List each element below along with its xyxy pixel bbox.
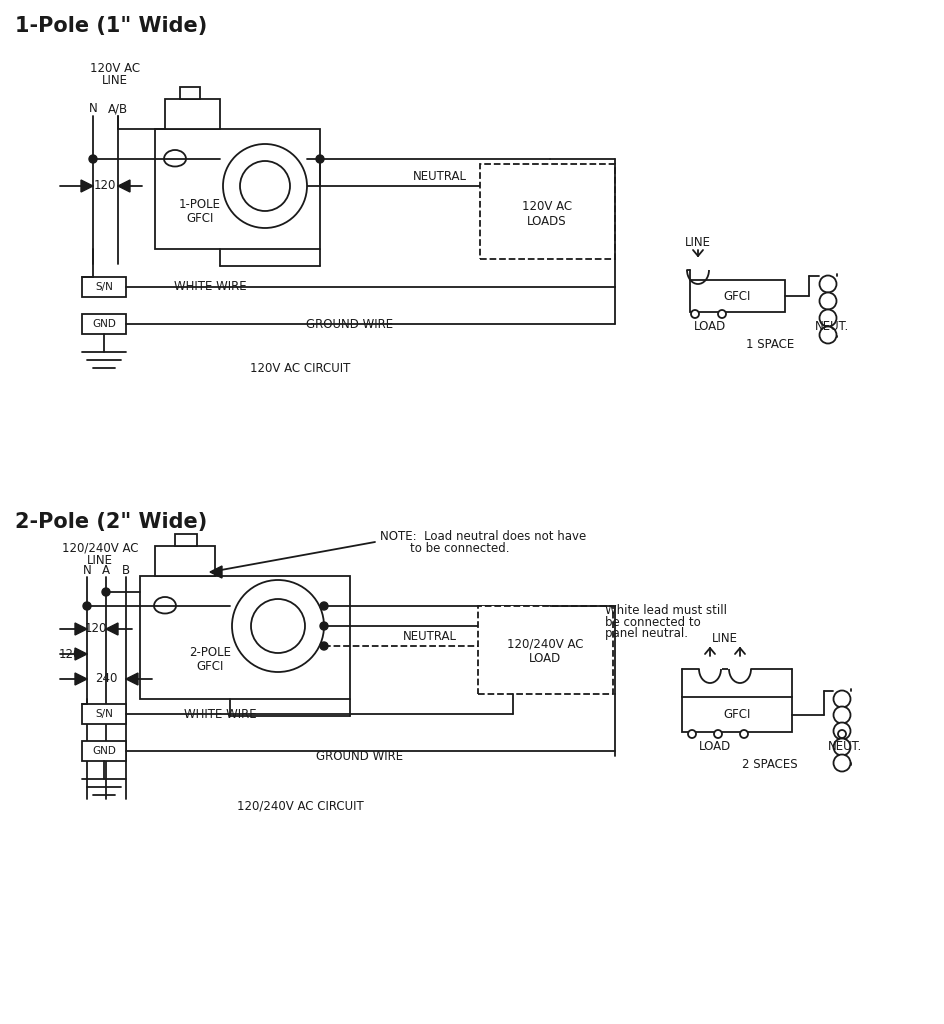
Circle shape: [833, 738, 850, 756]
Bar: [82, 314, 126, 334]
Polygon shape: [75, 623, 87, 635]
Circle shape: [687, 730, 696, 738]
Text: LINE: LINE: [102, 75, 127, 87]
Text: GFCI: GFCI: [186, 212, 213, 224]
Polygon shape: [126, 673, 138, 685]
Text: N: N: [89, 102, 97, 116]
Text: LOAD: LOAD: [693, 319, 725, 333]
Circle shape: [818, 309, 835, 327]
Text: 120/240V AC: 120/240V AC: [506, 638, 582, 650]
Circle shape: [320, 642, 328, 650]
Text: S/N: S/N: [95, 282, 113, 292]
Circle shape: [102, 588, 110, 596]
Text: B: B: [122, 563, 130, 577]
Circle shape: [320, 622, 328, 630]
Text: N: N: [82, 563, 92, 577]
Circle shape: [83, 602, 91, 610]
Text: LINE: LINE: [87, 554, 113, 566]
Bar: [165, 99, 220, 129]
Bar: [155, 129, 320, 249]
Polygon shape: [106, 623, 118, 635]
Text: be connected to: be connected to: [604, 615, 700, 629]
Text: WHITE WIRE: WHITE WIRE: [174, 281, 246, 294]
Circle shape: [833, 707, 850, 724]
Circle shape: [320, 602, 328, 610]
Bar: [155, 546, 215, 575]
Text: 2-Pole (2" Wide): 2-Pole (2" Wide): [15, 512, 207, 532]
Circle shape: [251, 599, 305, 653]
Text: LOAD: LOAD: [529, 652, 561, 666]
Text: 120V AC: 120V AC: [521, 200, 571, 213]
Bar: [82, 705, 126, 724]
Circle shape: [739, 730, 748, 738]
Circle shape: [690, 310, 699, 318]
Circle shape: [833, 755, 850, 771]
Polygon shape: [75, 673, 87, 685]
Text: NEUT.: NEUT.: [827, 740, 861, 754]
Text: S/N: S/N: [95, 709, 113, 719]
Text: 120V AC: 120V AC: [90, 62, 140, 76]
Text: GFCI: GFCI: [722, 290, 750, 302]
Text: GFCI: GFCI: [196, 659, 224, 673]
Text: 2-POLE: 2-POLE: [189, 645, 230, 658]
Text: WHITE WIRE: WHITE WIRE: [183, 708, 256, 721]
Bar: [689, 280, 784, 312]
Circle shape: [837, 730, 845, 738]
Circle shape: [714, 730, 721, 738]
Text: to be connected.: to be connected.: [410, 542, 509, 555]
Text: A: A: [102, 563, 110, 577]
Circle shape: [818, 275, 835, 293]
Bar: [478, 606, 613, 694]
Bar: [82, 278, 126, 297]
Text: NEUTRAL: NEUTRAL: [402, 630, 457, 642]
Bar: [175, 534, 196, 546]
Text: LOADS: LOADS: [527, 214, 566, 227]
Polygon shape: [75, 648, 87, 660]
Text: GND: GND: [92, 319, 116, 329]
Text: 1 SPACE: 1 SPACE: [745, 338, 793, 350]
Bar: [179, 87, 200, 99]
Text: 120V AC CIRCUIT: 120V AC CIRCUIT: [249, 361, 350, 375]
Circle shape: [232, 580, 324, 672]
Text: 120: 120: [59, 647, 81, 660]
Text: GROUND WIRE: GROUND WIRE: [306, 317, 393, 331]
Text: 120: 120: [85, 623, 107, 636]
Text: GND: GND: [92, 746, 116, 756]
Text: GROUND WIRE: GROUND WIRE: [316, 750, 403, 763]
Text: 120/240V AC: 120/240V AC: [61, 542, 138, 555]
Text: NEUTRAL: NEUTRAL: [413, 170, 466, 182]
Text: 1-Pole (1" Wide): 1-Pole (1" Wide): [15, 16, 207, 36]
Text: 1-POLE: 1-POLE: [178, 198, 221, 211]
Circle shape: [89, 155, 97, 163]
Text: GFCI: GFCI: [722, 709, 750, 722]
Text: 2 SPACES: 2 SPACES: [741, 758, 797, 770]
Text: LOAD: LOAD: [699, 740, 731, 754]
Polygon shape: [210, 566, 222, 578]
Bar: [140, 575, 349, 699]
Circle shape: [717, 310, 725, 318]
Circle shape: [833, 723, 850, 739]
Text: panel neutral.: panel neutral.: [604, 628, 687, 640]
Text: A/B: A/B: [108, 102, 128, 116]
Circle shape: [818, 293, 835, 309]
Text: 240: 240: [94, 673, 117, 685]
Bar: [480, 164, 615, 259]
Text: LINE: LINE: [711, 633, 737, 645]
Text: 120: 120: [93, 179, 116, 193]
Text: White lead must still: White lead must still: [604, 603, 726, 616]
Circle shape: [223, 144, 307, 228]
Circle shape: [315, 155, 324, 163]
Circle shape: [833, 690, 850, 708]
Text: LINE: LINE: [684, 236, 710, 249]
Circle shape: [240, 161, 290, 211]
Circle shape: [818, 327, 835, 343]
Bar: [682, 697, 791, 732]
Text: 120/240V AC CIRCUIT: 120/240V AC CIRCUIT: [236, 800, 363, 812]
Text: NEUT.: NEUT.: [814, 319, 849, 333]
Polygon shape: [81, 180, 93, 193]
Bar: [82, 741, 126, 761]
Text: NOTE:  Load neutral does not have: NOTE: Load neutral does not have: [379, 529, 585, 543]
Polygon shape: [118, 180, 130, 193]
